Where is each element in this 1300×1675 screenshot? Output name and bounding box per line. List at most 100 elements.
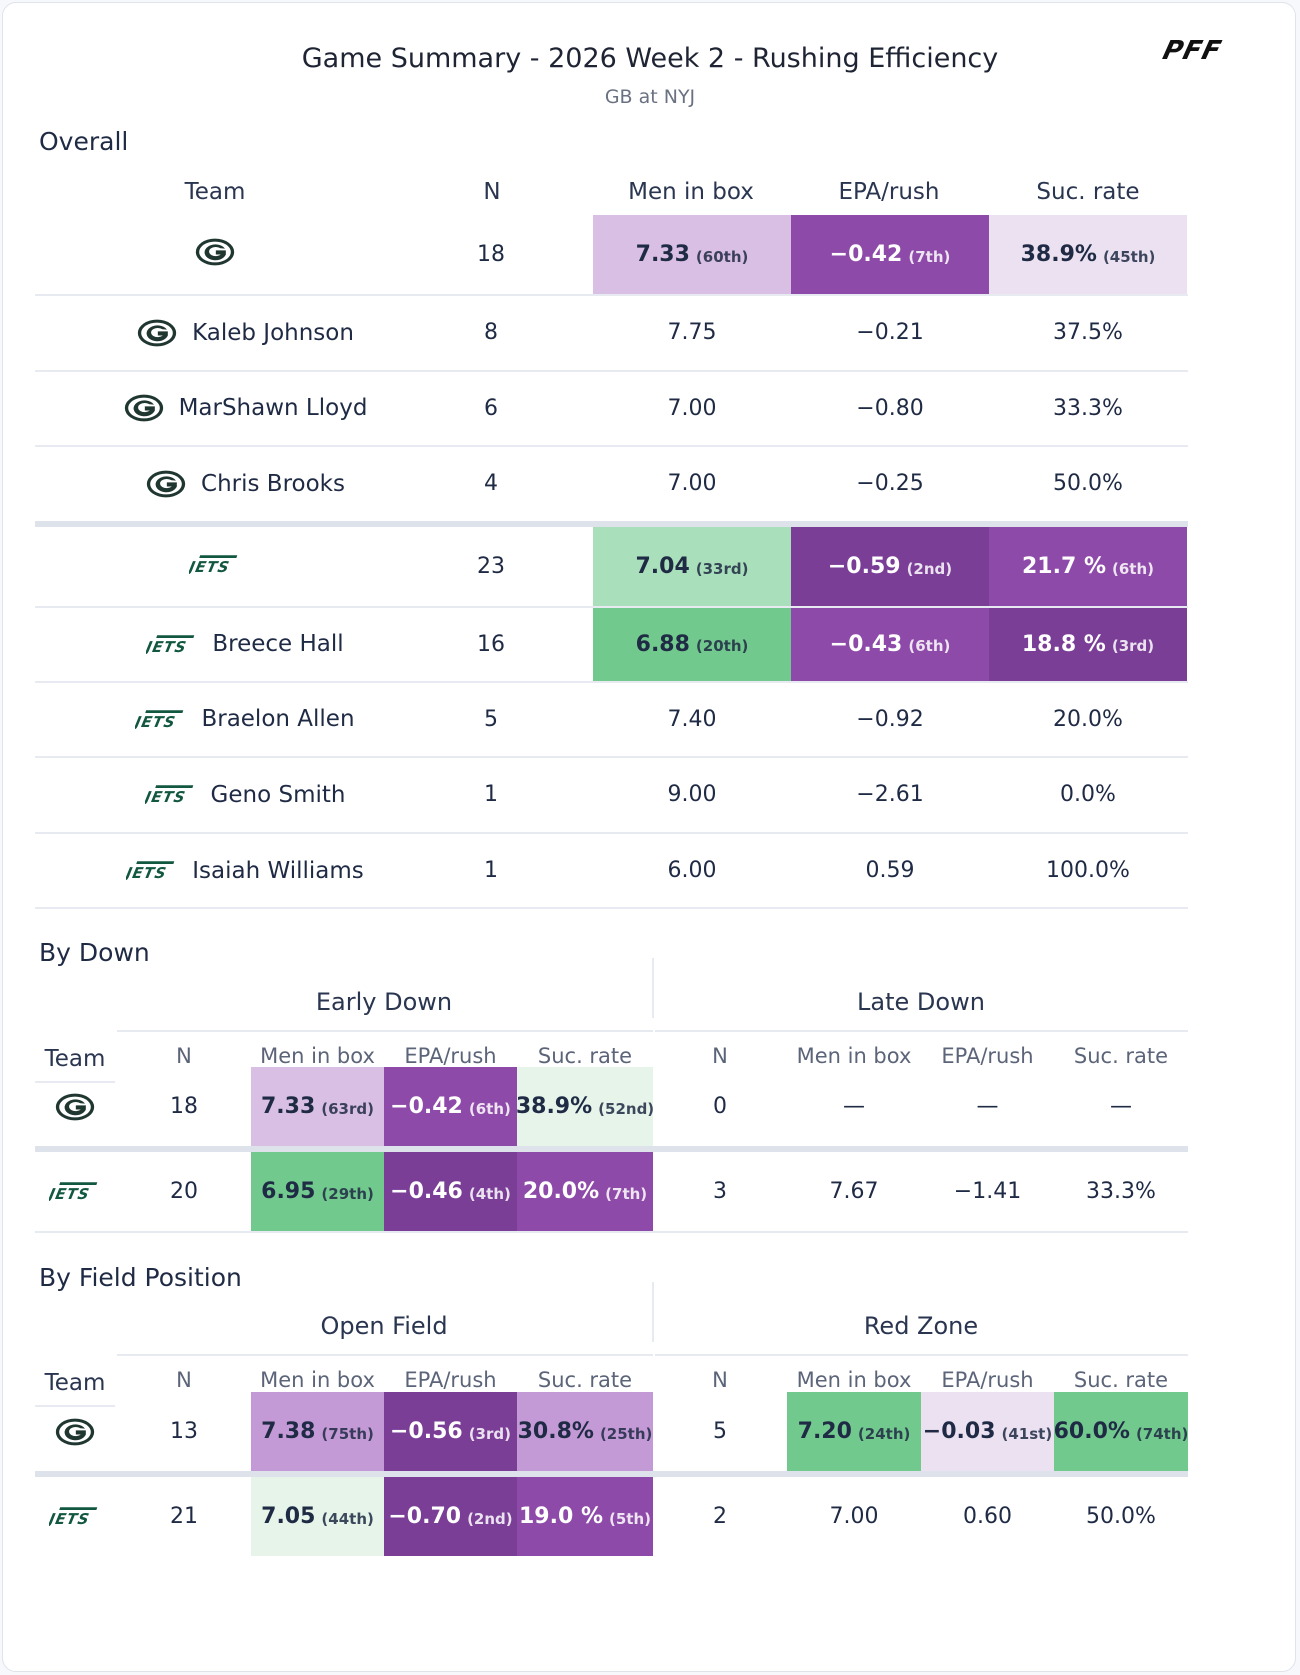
n-cell-value: 5 — [713, 1419, 727, 1444]
gb-logo-icon — [35, 1067, 115, 1146]
suc-rate-cell: 50.0% — [1054, 1477, 1188, 1556]
header-epa-rush: EPA/rush — [838, 179, 940, 205]
player-name: Isaiah Williams — [192, 857, 364, 884]
epa-rush-cell: −2.61 — [791, 757, 989, 832]
group-divider — [652, 1282, 654, 1342]
suc-rate-cell-value: 50.0% — [1053, 471, 1123, 496]
player-name-cell: Chris Brooks — [39, 446, 451, 521]
men-in-box-cell: 7.00 — [787, 1477, 921, 1556]
group-header-early-down: Early Down — [315, 988, 453, 1016]
group-underline — [117, 1030, 653, 1032]
n-cell-value: 18 — [477, 242, 505, 267]
n-cell-value: 20 — [170, 1179, 198, 1204]
nyj-logo-icon: JETS — [146, 634, 198, 654]
row-divider — [35, 756, 1188, 758]
header-n: N — [712, 1368, 728, 1392]
n-cell: 13 — [117, 1392, 251, 1471]
men-in-box-cell-rank: (20th) — [695, 637, 749, 655]
team-divider — [35, 1471, 1188, 1477]
epa-rush-cell-rank: (6th) — [908, 637, 951, 655]
team-row-nyj: JETS 23 7.04 (33rd) −0.59 (2nd) 21.7 % (6th) — [3, 527, 1295, 606]
svg-text:JETS: JETS — [146, 638, 188, 654]
team-divider — [35, 1146, 1188, 1152]
player-row-breece-hall: JETS Breece Hall 16 6.88 (20th) −0.43 (6th) 18.… — [3, 607, 1295, 681]
header-suc-rate: Suc. rate — [537, 1044, 633, 1068]
men-in-box-cell: 7.75 — [593, 295, 791, 370]
suc-rate-cell-value: 37.5% — [1053, 320, 1123, 345]
header-n: N — [176, 1368, 192, 1392]
player-name: Braelon Allen — [201, 706, 355, 732]
nyj-logo-icon: JETS — [184, 554, 241, 580]
player-name-cell: JETS Isaiah Williams — [39, 833, 451, 908]
epa-rush-cell: −0.25 — [791, 446, 989, 521]
men-in-box-cell-rank: (44th) — [321, 1509, 374, 1528]
n-cell-value: 16 — [477, 631, 505, 657]
men-in-box-cell: 7.67 — [787, 1152, 921, 1231]
team-row-gb: 18 7.33 (60th) −0.42 (7th) 38.9% (45th) — [3, 215, 1295, 294]
n-cell: 1 — [445, 757, 537, 832]
player-name-cell: JETS Geno Smith — [39, 757, 451, 832]
header-n: N — [176, 1044, 192, 1068]
epa-rush-cell: −0.42 (6th) — [384, 1067, 517, 1146]
header-team: Team — [184, 179, 246, 205]
epa-rush-cell: −0.56 (3rd) — [384, 1392, 517, 1471]
row-divider — [35, 907, 1188, 909]
men-in-box-cell-value: 7.67 — [829, 1179, 879, 1204]
page-title: Game Summary - 2026 Week 2 - Rushing Eff… — [301, 43, 999, 74]
n-cell: 21 — [117, 1477, 251, 1556]
suc-rate-cell-value: 21.7 % — [1022, 554, 1106, 579]
n-cell: 8 — [445, 295, 537, 370]
n-cell: 4 — [445, 446, 537, 521]
header-n: N — [712, 1044, 728, 1068]
header-suc-rate: Suc. rate — [537, 1368, 633, 1392]
epa-rush-cell-value: −0.46 — [390, 1179, 463, 1204]
epa-rush-cell: −0.43 (6th) — [791, 607, 989, 681]
epa-rush-cell-rank: (4th) — [468, 1184, 511, 1203]
group-header-open-field: Open Field — [320, 1312, 448, 1340]
suc-rate-cell-value: 60.0% — [1053, 1419, 1130, 1444]
men-in-box-cell: 6.88 (20th) — [593, 607, 791, 681]
player-name: Kaleb Johnson — [192, 319, 354, 346]
epa-rush-cell-value: — — [976, 1094, 999, 1119]
gb-logo-icon — [145, 469, 187, 499]
n-cell: 3 — [653, 1152, 787, 1231]
suc-rate-cell: 50.0% — [989, 446, 1187, 521]
epa-rush-cell: −0.59 (2nd) — [791, 527, 989, 606]
n-cell-value: 8 — [484, 320, 498, 345]
epa-rush-cell-value: 0.59 — [865, 858, 915, 883]
suc-rate-cell-rank: (52nd) — [598, 1099, 655, 1118]
n-cell: 6 — [445, 371, 537, 445]
row-divider — [35, 832, 1188, 834]
epa-rush-cell-value: −0.56 — [389, 1419, 463, 1444]
epa-rush-cell-value: −0.03 — [922, 1419, 996, 1444]
n-cell-value: 1 — [484, 858, 498, 883]
epa-rush-cell-rank: (3rd) — [468, 1424, 511, 1443]
epa-rush-cell: −0.42 (7th) — [791, 215, 989, 294]
n-cell: 0 — [653, 1067, 787, 1146]
n-cell: 20 — [117, 1152, 251, 1231]
svg-text:JETS: JETS — [135, 713, 177, 729]
group-header-late-down: Late Down — [857, 988, 985, 1016]
suc-rate-cell-rank: (25th) — [599, 1424, 653, 1443]
player-name-cell: MarShawn Lloyd — [39, 371, 451, 445]
page-subtitle: GB at NYJ — [604, 86, 696, 108]
suc-rate-cell-rank: (74th) — [1135, 1424, 1189, 1443]
row-divider — [35, 294, 1188, 296]
suc-rate-cell-value: 100.0% — [1046, 858, 1130, 883]
row-divider — [35, 606, 1188, 608]
player-name-cell: JETS Breece Hall — [39, 607, 451, 681]
n-cell-value: 5 — [484, 706, 498, 732]
men-in-box-cell: 7.04 (33rd) — [593, 527, 791, 606]
men-in-box-cell-value: 7.75 — [667, 320, 717, 345]
epa-rush-cell: −0.70 (2nd) — [384, 1477, 517, 1556]
men-in-box-cell-rank: (75th) — [321, 1424, 374, 1443]
n-cell: 16 — [445, 607, 537, 681]
epa-rush-cell-value: 0.60 — [963, 1504, 1012, 1529]
n-cell-value: 3 — [713, 1179, 727, 1204]
n-cell: 18 — [445, 215, 537, 294]
section-overall-title: Overall — [39, 127, 129, 156]
suc-rate-cell: 20.0% (7th) — [517, 1152, 653, 1231]
n-cell-value: 1 — [484, 782, 498, 807]
svg-text:JETS: JETS — [145, 788, 187, 804]
gb-logo-icon — [123, 393, 165, 423]
